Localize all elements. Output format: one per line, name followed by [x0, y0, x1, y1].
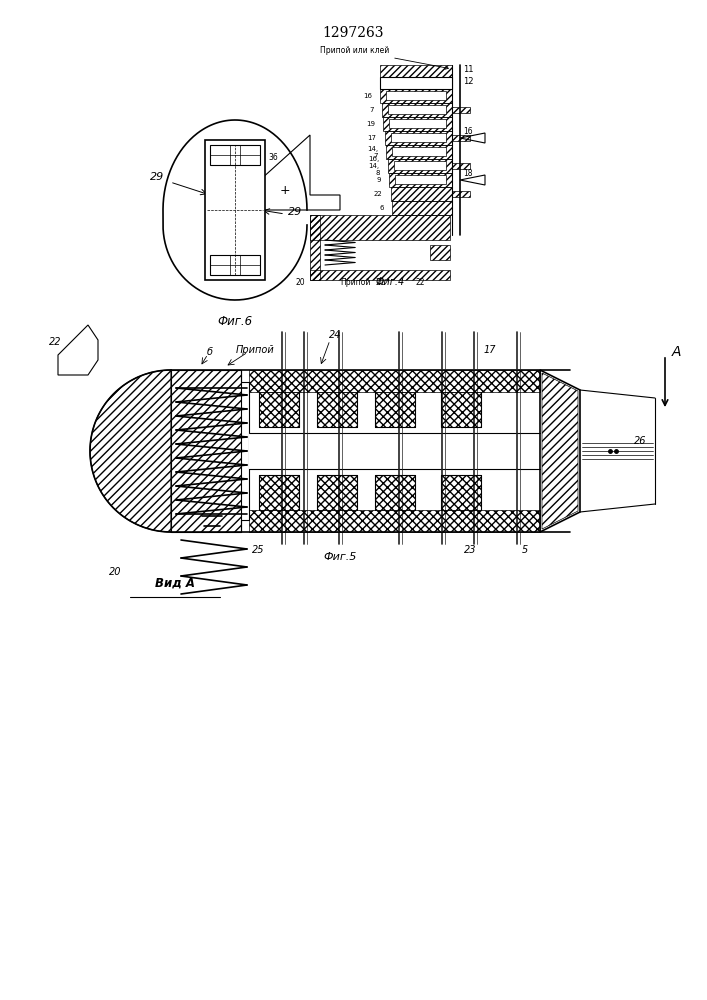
Bar: [390, 187, 452, 201]
Bar: [317, 475, 357, 510]
Text: +: +: [280, 184, 291, 196]
Text: 29: 29: [150, 172, 164, 182]
Text: 5: 5: [522, 545, 528, 555]
Text: 36: 36: [268, 153, 278, 162]
Text: 14,
7: 14, 7: [367, 145, 378, 158]
Text: 17: 17: [368, 135, 377, 141]
Bar: [380, 65, 452, 77]
Bar: [259, 392, 299, 427]
Bar: [210, 145, 260, 165]
Bar: [387, 105, 446, 114]
Bar: [375, 475, 415, 510]
Bar: [441, 475, 481, 510]
Bar: [249, 370, 540, 392]
Polygon shape: [260, 135, 340, 210]
Text: А: А: [672, 345, 682, 359]
Bar: [385, 131, 452, 145]
Bar: [389, 119, 446, 128]
Bar: [430, 245, 450, 260]
Bar: [259, 475, 299, 510]
Text: 1297263: 1297263: [322, 26, 384, 40]
Bar: [249, 433, 540, 469]
Bar: [386, 145, 452, 159]
Text: Вид А: Вид А: [155, 577, 195, 590]
Text: 23: 23: [464, 545, 477, 555]
Text: 20: 20: [296, 278, 305, 287]
Bar: [249, 510, 540, 532]
Bar: [310, 215, 450, 240]
Text: 17: 17: [484, 345, 496, 355]
Text: 18: 18: [463, 168, 472, 178]
Text: Припой или клей: Припой или клей: [320, 46, 448, 69]
Text: 16,
14,
8: 16, 14, 8: [368, 156, 380, 176]
Text: 7: 7: [369, 107, 373, 113]
Bar: [387, 159, 452, 173]
Text: 26: 26: [633, 436, 646, 446]
Text: 22: 22: [49, 337, 62, 347]
Text: 12: 12: [463, 78, 474, 87]
Bar: [380, 77, 452, 89]
Bar: [452, 163, 470, 169]
Text: Припой: Припой: [235, 345, 274, 355]
Text: Фиг.6: Фиг.6: [218, 315, 252, 328]
Text: 20: 20: [109, 567, 121, 577]
Bar: [317, 392, 357, 427]
Bar: [383, 117, 452, 131]
Bar: [452, 191, 470, 197]
Text: Фиг.5: Фиг.5: [323, 552, 357, 562]
Text: 16: 16: [463, 126, 472, 135]
Text: 29: 29: [288, 207, 302, 217]
Text: 21: 21: [375, 278, 385, 287]
Text: 25: 25: [252, 545, 264, 555]
Text: б: б: [207, 347, 213, 357]
Bar: [375, 392, 415, 427]
Bar: [310, 215, 320, 280]
Bar: [392, 147, 446, 156]
Bar: [441, 392, 481, 427]
Text: 24: 24: [329, 330, 341, 340]
Bar: [205, 140, 265, 280]
Bar: [389, 173, 452, 187]
Bar: [390, 133, 446, 142]
Bar: [310, 270, 450, 280]
Bar: [394, 161, 446, 170]
Bar: [210, 255, 260, 275]
Bar: [382, 103, 452, 117]
Text: 16: 16: [363, 93, 372, 99]
Text: Фиг.4: Фиг.4: [375, 277, 404, 287]
Text: 22: 22: [415, 278, 425, 287]
Bar: [386, 91, 446, 100]
Text: 9: 9: [377, 177, 381, 183]
Text: Припой: Припой: [340, 278, 370, 287]
Text: 11: 11: [463, 66, 474, 75]
Bar: [395, 175, 446, 184]
Bar: [392, 201, 452, 215]
Text: 22: 22: [374, 191, 382, 197]
Bar: [452, 107, 470, 113]
Text: 6: 6: [380, 205, 384, 211]
Bar: [452, 135, 470, 141]
Bar: [380, 89, 452, 103]
Text: 19: 19: [366, 121, 375, 127]
Polygon shape: [58, 325, 98, 375]
Bar: [171, 370, 241, 532]
